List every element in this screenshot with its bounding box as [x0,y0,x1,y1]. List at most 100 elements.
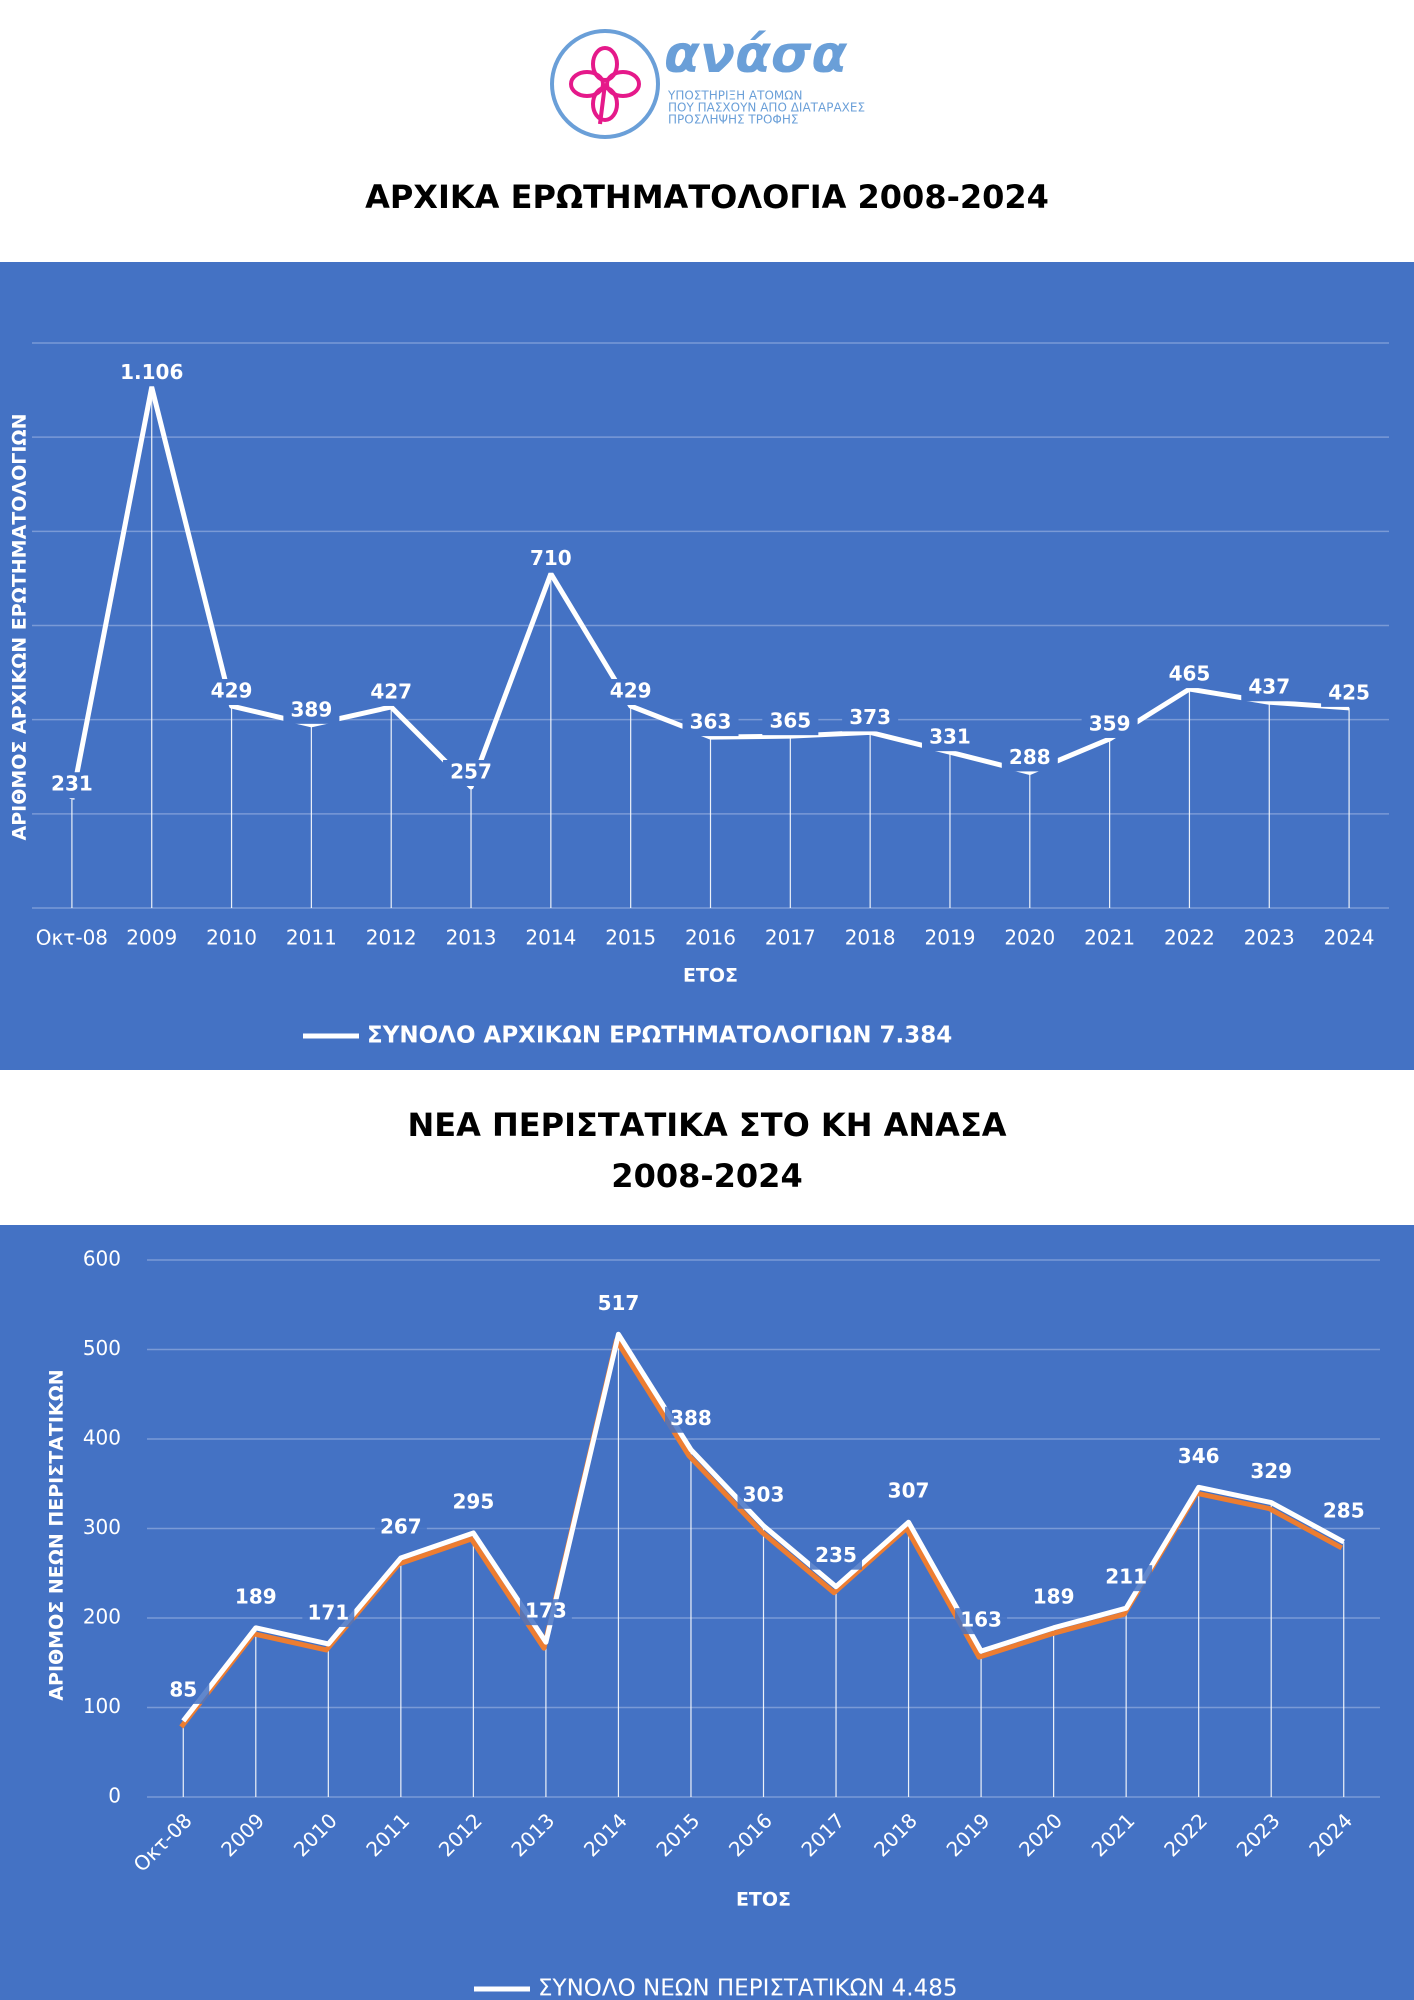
x-tick-label: 2022 [1164,926,1215,950]
data-label: 295 [453,1489,495,1513]
data-label: 231 [51,772,93,796]
label-background [363,679,420,706]
data-label: 163 [960,1608,1002,1632]
label-background [1241,675,1298,702]
x-axis-label: ΕΤΟΣ [683,965,738,987]
data-label: 429 [211,679,253,703]
y-tick-label: 0 [108,1784,121,1808]
label-background [955,1608,1008,1635]
label-background [1027,1584,1080,1611]
plot-background [0,1225,1414,2000]
chart: ΑΡΧΙΚΑ ΕΡΩΤΗΜΑΤΟΛΟΓΙΑ 2008-2024 Οκτ-08 200… [0,178,1414,1070]
x-tick-label: 2021 [1084,926,1135,950]
data-label: 710 [530,546,572,570]
logo-flower [569,46,641,125]
label-background [592,1291,645,1318]
y-tick-label: 200 [83,1605,121,1629]
data-label: 331 [929,725,971,749]
data-label: 359 [1089,711,1131,735]
data-label: 267 [380,1515,422,1539]
x-tick-label: 2024 [1324,926,1375,950]
x-tick-label: 2013 [446,926,497,950]
label-background [283,697,340,724]
data-label: 85 [169,1677,197,1701]
data-label: 257 [450,759,492,783]
label-background [1172,1444,1225,1471]
x-tick-label: 2023 [1244,926,1295,950]
logo-tagline: ΠΟΥ ΠΑΣΧΟΥΝ ΑΠΟ ΔΙΑΤΑΡΑΧΕΣ [668,101,865,115]
chart: ΝΕΑ ΠΕΡΙΣΤΑΤΙΚΑ ΣΤΟ ΚΗ ΑΝΑΣΑ 2008-2024 0 10… [0,1106,1414,2000]
legend-label: ΣΥΝΟΛΟ ΑΡΧΙΚΩΝ ΕΡΩΤΗΜΑΤΟΛΟΓΙΩΝ 7.384 [367,1023,952,1049]
x-tick-label: 2011 [286,926,337,950]
label-background [203,679,260,706]
label-background [1245,1459,1298,1486]
y-axis-label: ΑΡΙΘΜΟΣ ΑΡΧΙΚΩΝ ΕΡΩΤΗΜΑΤΟΛΟΓΙΩΝ [9,414,31,841]
x-tick-label: 2020 [1004,926,1055,950]
data-label: 425 [1328,680,1370,704]
logo-tagline: ΠΡΟΣΛΗΨΗΣ ΤΡΟΦΗΣ [668,113,798,127]
data-label: 235 [815,1543,857,1567]
data-label: 388 [670,1406,712,1430]
label-background [602,679,659,706]
data-label: 363 [690,710,732,734]
data-label: 173 [525,1599,567,1623]
x-tick-label: 2017 [765,926,816,950]
data-label: 189 [1033,1584,1075,1608]
label-background [374,1515,427,1542]
chart-title: ΝΕΑ ΠΕΡΙΣΤΑΤΙΚΑ ΣΤΟ ΚΗ ΑΝΑΣΑ [407,1106,1006,1144]
data-label: 189 [235,1584,277,1608]
logo: ανάσα ΥΠΟΣΤΗΡΙΞΗ ΑΤΟΜΩΝ ΠΟΥ ΠΑΣΧΟΥΝ ΑΠΟ … [550,25,865,139]
x-tick-label: 2018 [845,926,896,950]
logo-tagline: ΥΠΟΣΤΗΡΙΞΗ ΑΤΟΜΩΝ [667,89,802,103]
data-label: 307 [888,1479,930,1503]
label-background [682,710,739,737]
x-tick-label: 2012 [366,926,417,950]
y-axis-label: ΑΡΙΘΜΟΣ ΝΕΩΝ ΠΕΡΙΣΤΑΤΙΚΩΝ [46,1369,68,1700]
x-tick-label: 2019 [925,926,976,950]
label-background [229,1584,282,1611]
label-background [664,1406,717,1433]
data-label: 389 [291,697,333,721]
label-background [1321,680,1378,707]
label-background [123,360,180,387]
label-background [522,546,579,573]
x-tick-label: Οκτ-08 [36,926,108,950]
x-tick-label: 2015 [605,926,656,950]
label-background [842,705,899,732]
data-label: 517 [598,1291,640,1315]
data-label: 211 [1105,1565,1147,1589]
x-tick-label: 2009 [126,926,177,950]
data-label: 373 [849,705,891,729]
data-label: 288 [1009,745,1051,769]
x-axis-label: ΕΤΟΣ [736,1889,791,1911]
data-label: 346 [1178,1444,1220,1468]
logo-ring [550,29,660,139]
y-tick-label: 100 [83,1694,121,1718]
data-label: 427 [370,679,412,703]
data-label: 437 [1248,675,1290,699]
data-label: 365 [769,709,811,733]
y-tick-label: 400 [83,1426,121,1450]
label-background [43,772,100,799]
y-tick-label: 300 [83,1515,121,1539]
label-background [737,1482,790,1509]
y-tick-label: 500 [83,1336,121,1360]
label-background [157,1677,210,1704]
data-label: 465 [1169,662,1211,686]
data-label: 329 [1250,1459,1292,1483]
label-background [519,1599,572,1626]
data-label: 303 [743,1482,785,1506]
legend-label: ΣΥΝΟΛΟ ΝΕΩΝ ΠΕΡΙΣΤΑΤΙΚΩΝ 4.485 [538,1976,958,2000]
label-background [302,1600,355,1627]
chart-title: ΑΡΧΙΚΑ ΕΡΩΤΗΜΑΤΟΛΟΓΙΑ 2008-2024 [365,178,1049,216]
label-background [443,759,500,786]
x-tick-label: 2010 [206,926,257,950]
label-background [810,1543,863,1570]
label-background [447,1489,500,1516]
label-background [1317,1498,1370,1525]
x-tick-label: 2016 [685,926,736,950]
label-background [762,709,819,736]
x-tick-label: 2014 [525,926,576,950]
data-label: 429 [610,679,652,703]
